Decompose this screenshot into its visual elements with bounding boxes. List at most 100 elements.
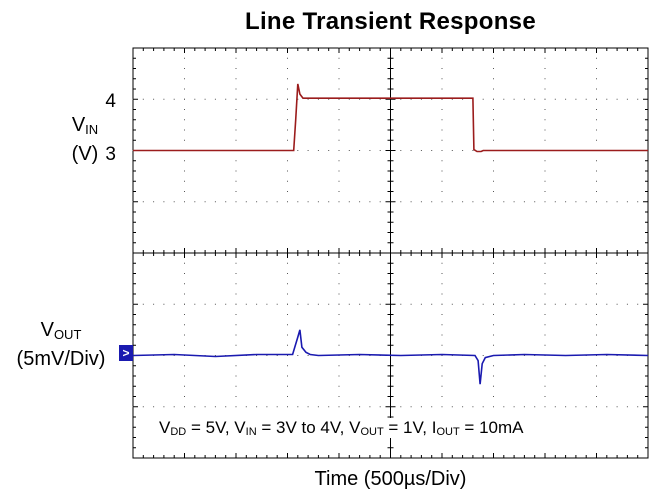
grid-dot (235, 385, 237, 387)
grid-dot (235, 78, 237, 80)
grid-dot (626, 98, 628, 100)
grid-dot (565, 406, 567, 408)
vin-label-sub: IN (85, 122, 99, 137)
grid-dot (596, 119, 597, 121)
grid-dot (637, 406, 639, 408)
grid-dot (441, 180, 443, 182)
grid-dot (493, 385, 494, 387)
grid-dot (287, 324, 288, 326)
grid-dot (637, 303, 639, 305)
grid-dot (184, 375, 185, 377)
grid-dot (544, 262, 546, 264)
grid-dot (214, 98, 216, 100)
grid-dot (287, 303, 288, 305)
grid-dot (523, 303, 525, 305)
grid-dot (328, 150, 330, 151)
grid-dot (328, 303, 330, 305)
grid-dot (338, 160, 340, 162)
grid-dot (637, 201, 639, 203)
grid-dot (235, 170, 237, 172)
grid-dot (493, 293, 494, 295)
grid-dot (503, 406, 505, 408)
grid-dot (338, 78, 340, 80)
grid-dot (493, 180, 494, 182)
grid-dot (441, 78, 443, 80)
grid-dot (626, 201, 628, 203)
grid-dot (400, 201, 402, 203)
grid-dot (544, 139, 546, 141)
grid-dot (493, 98, 494, 100)
grid-dot (204, 406, 206, 408)
grid-dot (493, 88, 494, 90)
grid-dot (493, 303, 494, 305)
grid-dot (513, 303, 515, 305)
grid-dot (173, 98, 175, 100)
grid-dot (338, 293, 340, 295)
grid-dot (379, 98, 381, 100)
grid-dot (441, 303, 443, 305)
grid-dot (585, 201, 587, 203)
grid-dot (441, 385, 443, 387)
vout-trace (132, 329, 649, 385)
grid-dot (287, 201, 288, 203)
vout-label-unit: (5mV/Div) (16, 348, 106, 370)
grid-dot (359, 98, 361, 100)
grid-dot (287, 293, 288, 295)
grid-dot (544, 273, 546, 274)
grid-dot (184, 344, 185, 346)
grid-dot (565, 98, 567, 100)
grid-dot (235, 262, 237, 264)
grid-dot (606, 201, 608, 203)
grid-dot (256, 98, 258, 100)
vin-ytick-4: 4 (105, 91, 116, 112)
grid-dot (544, 180, 546, 182)
grid-dot (379, 406, 381, 408)
grid-dot (142, 98, 144, 100)
grid-dot (596, 191, 597, 192)
grid-dot (400, 150, 402, 151)
grid-dot (307, 150, 309, 151)
grid-dot (287, 88, 288, 90)
grid-dot (338, 324, 340, 326)
grid-dot (245, 303, 247, 305)
grid-dot (184, 396, 185, 397)
grid-dot (184, 385, 185, 387)
grid-dot (287, 180, 288, 182)
grid-dot (184, 293, 185, 295)
grid-dot (359, 150, 361, 151)
grid-dot (523, 355, 525, 356)
grid-dot (266, 201, 268, 203)
grid-dot (637, 98, 639, 100)
grid-dot (266, 98, 268, 100)
grid-dot (482, 98, 484, 100)
grid-dot (462, 201, 464, 203)
grid-dot (503, 201, 505, 203)
grid-dot (400, 406, 402, 408)
grid-dot (441, 293, 443, 295)
grid-dot (338, 98, 340, 100)
grid-dot (287, 385, 288, 387)
grid-dot (431, 406, 433, 408)
grid-dot (420, 303, 422, 305)
grid-dot (184, 98, 185, 100)
grid-dot (441, 283, 443, 285)
grid-dot (606, 98, 608, 100)
grid-dot (173, 355, 175, 356)
grid-dot (493, 396, 494, 397)
grid-dot (184, 57, 185, 59)
grid-dot (317, 303, 319, 305)
grid-dot (287, 365, 288, 367)
grid-dot (348, 303, 350, 305)
grid-dot (462, 98, 464, 100)
grid-dot (596, 365, 597, 367)
grid-dot (544, 129, 546, 131)
grid-dot (317, 406, 319, 408)
grid-dot (369, 98, 371, 100)
grid-dot (235, 344, 237, 346)
grid-dot (245, 201, 247, 203)
grid-dot (317, 201, 319, 203)
grid-dot (235, 129, 237, 131)
grid-dot (596, 324, 597, 326)
grid-dot (554, 303, 556, 305)
grid-dot (596, 129, 597, 131)
